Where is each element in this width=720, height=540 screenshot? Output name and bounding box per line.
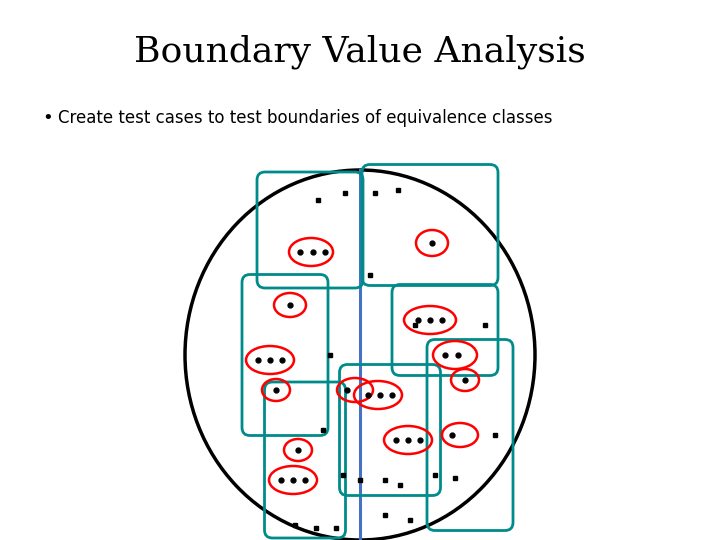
Text: Boundary Value Analysis: Boundary Value Analysis xyxy=(134,35,586,69)
Text: •: • xyxy=(42,109,53,127)
Text: Create test cases to test boundaries of equivalence classes: Create test cases to test boundaries of … xyxy=(58,109,552,127)
